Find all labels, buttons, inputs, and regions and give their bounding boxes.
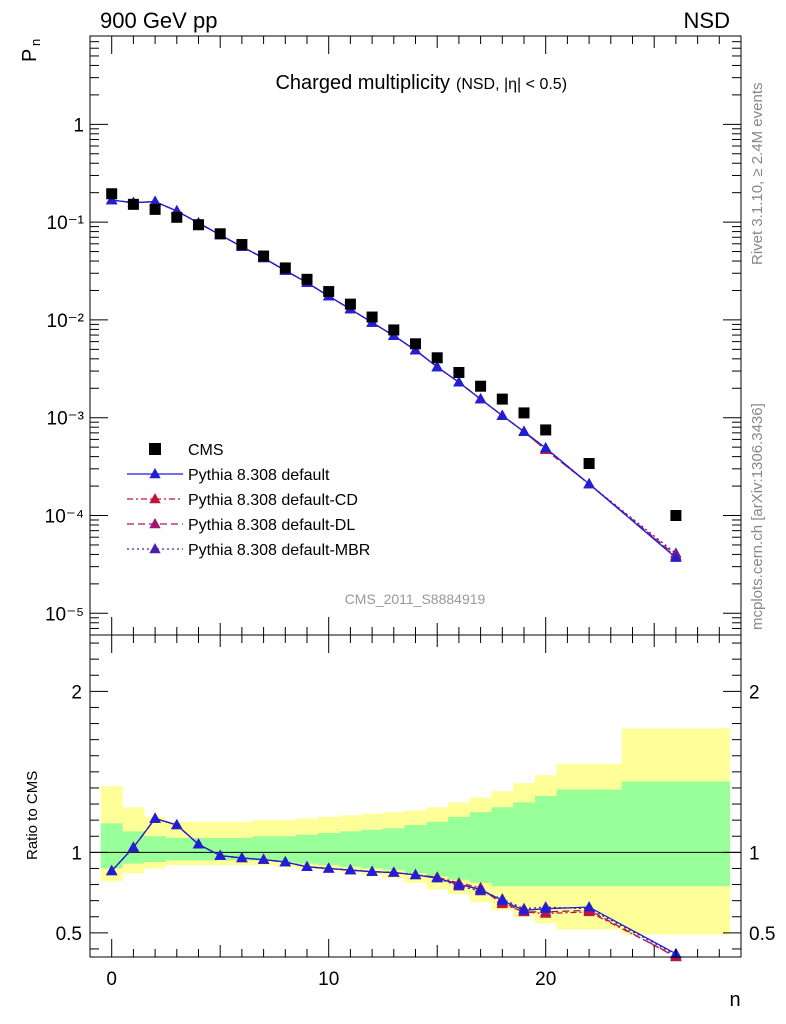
data-point-cms — [236, 239, 248, 251]
data-point-cms — [127, 198, 139, 210]
main-ylabel-sub: n — [28, 39, 43, 46]
main-ytick-label: 10⁻¹ — [47, 213, 85, 234]
main-title: Charged multiplicity — [275, 72, 450, 94]
xtick-label: 0 — [106, 969, 117, 990]
xtick-label: 10 — [318, 969, 339, 990]
ratio-ytick-label-right: 1 — [749, 843, 760, 864]
data-point-cms — [323, 286, 335, 298]
main-panel: 1 10⁻¹ 10⁻² 10⁻³ 10⁻⁴ 10⁻⁵ Charged multiplici… — [19, 35, 742, 636]
ratio-point — [171, 818, 183, 830]
ratio-ytick-label-right: 2 — [749, 682, 760, 703]
data-point-mc — [496, 409, 508, 420]
main-ytick-label: 10⁻² — [47, 311, 85, 332]
ratio-ytick-label: 0.5 — [56, 924, 82, 945]
ratio-band-inner — [100, 781, 731, 887]
data-point-mc — [540, 442, 552, 453]
legend-marker — [149, 518, 161, 529]
ratio-point — [388, 866, 400, 877]
ratio-ylabel: Ratio to CMS — [24, 771, 41, 860]
data-point-mc — [474, 393, 487, 404]
data-point-cms — [410, 338, 421, 350]
ratio-point — [474, 883, 487, 894]
side-label-top: Rivet 3.1.10, ≥ 2.4M events — [749, 83, 766, 266]
main-ylabel: P — [19, 49, 41, 62]
data-point-cms — [670, 510, 682, 522]
data-point-mc — [453, 376, 465, 387]
header-right: NSD — [684, 8, 730, 33]
data-point-cms — [301, 273, 313, 285]
ratio-point — [106, 864, 118, 876]
data-point-mc — [431, 361, 443, 372]
x-axis-label: n — [729, 989, 740, 1011]
legend-label: Pythia 8.308 default-CD — [188, 492, 358, 509]
legend-label: Pythia 8.308 default-DL — [188, 517, 355, 534]
main-ytick-label: 10⁻³ — [47, 409, 85, 430]
ratio-point — [301, 860, 313, 872]
legend-label: Pythia 8.308 default-MBR — [188, 542, 370, 559]
ratio-point — [583, 901, 595, 912]
data-point-mc — [518, 425, 530, 436]
ratio-point — [540, 902, 552, 913]
ratio-point — [409, 868, 422, 880]
data-point-cms — [366, 311, 378, 323]
data-point-cms — [149, 203, 161, 215]
ratio-point — [518, 904, 530, 915]
legend-marker — [149, 493, 161, 504]
ratio-point — [214, 849, 226, 860]
data-point-mc — [409, 344, 422, 355]
data-point-mc — [670, 551, 682, 562]
ratio-point — [431, 872, 443, 883]
data-point-cms — [540, 424, 552, 436]
ratio-ytick-label-right: 0.5 — [749, 924, 775, 945]
main-subtitle: (NSD, |η| < 0.5) — [456, 76, 567, 93]
data-point-cms — [518, 407, 530, 419]
data-point-cms — [344, 298, 356, 310]
ratio-point — [496, 894, 508, 905]
ratio-point — [344, 864, 357, 875]
ratio-point — [453, 878, 465, 889]
data-point-cms — [214, 228, 226, 240]
legend-marker-cms — [149, 443, 161, 455]
legend: CMS Pythia 8.308 default Pythia 8.308 defa… — [127, 442, 370, 559]
ratio-ytick-label: 2 — [71, 682, 82, 703]
main-ytick-label: 10⁻⁴ — [45, 507, 84, 528]
data-point-cms — [453, 366, 465, 378]
data-point-cms — [475, 380, 487, 392]
ratio-panel: 0.5 0.51 12 20 10 20 Ratio to CMS — [24, 634, 775, 990]
legend-marker — [149, 543, 161, 554]
ratio-point — [149, 812, 161, 823]
data-point-cms — [106, 188, 118, 200]
ratio-point — [192, 838, 205, 849]
ratio-point — [257, 853, 270, 864]
data-point-cms — [431, 352, 443, 364]
main-ytick-label: 1 — [73, 115, 84, 136]
data-point-cms — [171, 211, 183, 223]
ratio-point — [236, 851, 248, 863]
legend-label: Pythia 8.308 default — [188, 467, 330, 484]
data-point-cms — [496, 393, 508, 405]
legend-marker — [149, 468, 161, 479]
data-point-mc — [583, 477, 595, 489]
legend-label: CMS — [188, 442, 224, 459]
data-point-cms — [193, 219, 204, 231]
xtick-label: 20 — [535, 969, 556, 990]
main-ytick-label: 10⁻⁵ — [45, 604, 84, 625]
ratio-point — [366, 865, 378, 876]
data-point-cms — [258, 250, 270, 262]
data-point-cms — [279, 262, 291, 274]
ratio-ytick-label: 1 — [71, 843, 82, 864]
analysis-label: CMS_2011_S8884919 — [345, 591, 486, 607]
header-left: 900 GeV pp — [100, 8, 217, 33]
data-point-mc — [149, 195, 161, 206]
ratio-point — [127, 841, 140, 852]
side-label-bottom: mcplots.cern.ch [arXiv:1306.3436] — [749, 403, 766, 630]
ratio-point — [323, 862, 335, 873]
data-point-cms — [388, 324, 400, 336]
data-point-cms — [583, 458, 595, 470]
ratio-point — [279, 856, 291, 867]
